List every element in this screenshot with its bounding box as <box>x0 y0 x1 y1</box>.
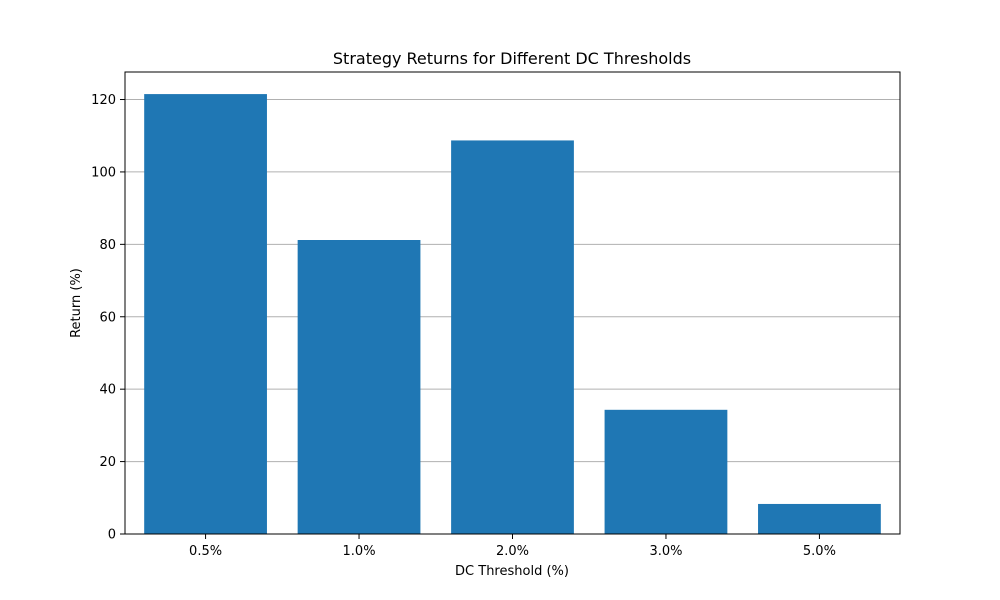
bar-0.5% <box>144 94 267 534</box>
x-axis-label: DC Threshold (%) <box>455 564 569 579</box>
x-tick-label: 0.5% <box>189 544 222 559</box>
bar-5.0% <box>758 503 881 534</box>
x-tick-label: 1.0% <box>343 544 376 559</box>
y-axis-label: Return (%) <box>69 268 84 338</box>
y-tick-label: 20 <box>99 455 116 470</box>
bar-2.0% <box>451 140 574 534</box>
y-tick-label: 0 <box>108 528 116 543</box>
y-axis: 0 20 40 60 80 100 120 <box>91 93 125 543</box>
bar-1.0% <box>297 240 421 534</box>
x-axis: 0.5% 1.0% 2.0% 3.0% 5.0% <box>189 534 836 559</box>
y-tick-label: 80 <box>99 238 116 253</box>
y-tick-label: 100 <box>91 165 116 180</box>
x-tick-label: 5.0% <box>803 544 836 559</box>
x-tick-label: 3.0% <box>649 544 682 559</box>
bar-3.0% <box>604 409 728 534</box>
chart-title: Strategy Returns for Different DC Thresh… <box>333 49 691 68</box>
y-tick-label: 40 <box>99 383 116 398</box>
y-tick-label: 60 <box>99 310 116 325</box>
bars <box>144 94 881 534</box>
x-tick-label: 2.0% <box>496 544 529 559</box>
y-tick-label: 120 <box>91 93 116 108</box>
